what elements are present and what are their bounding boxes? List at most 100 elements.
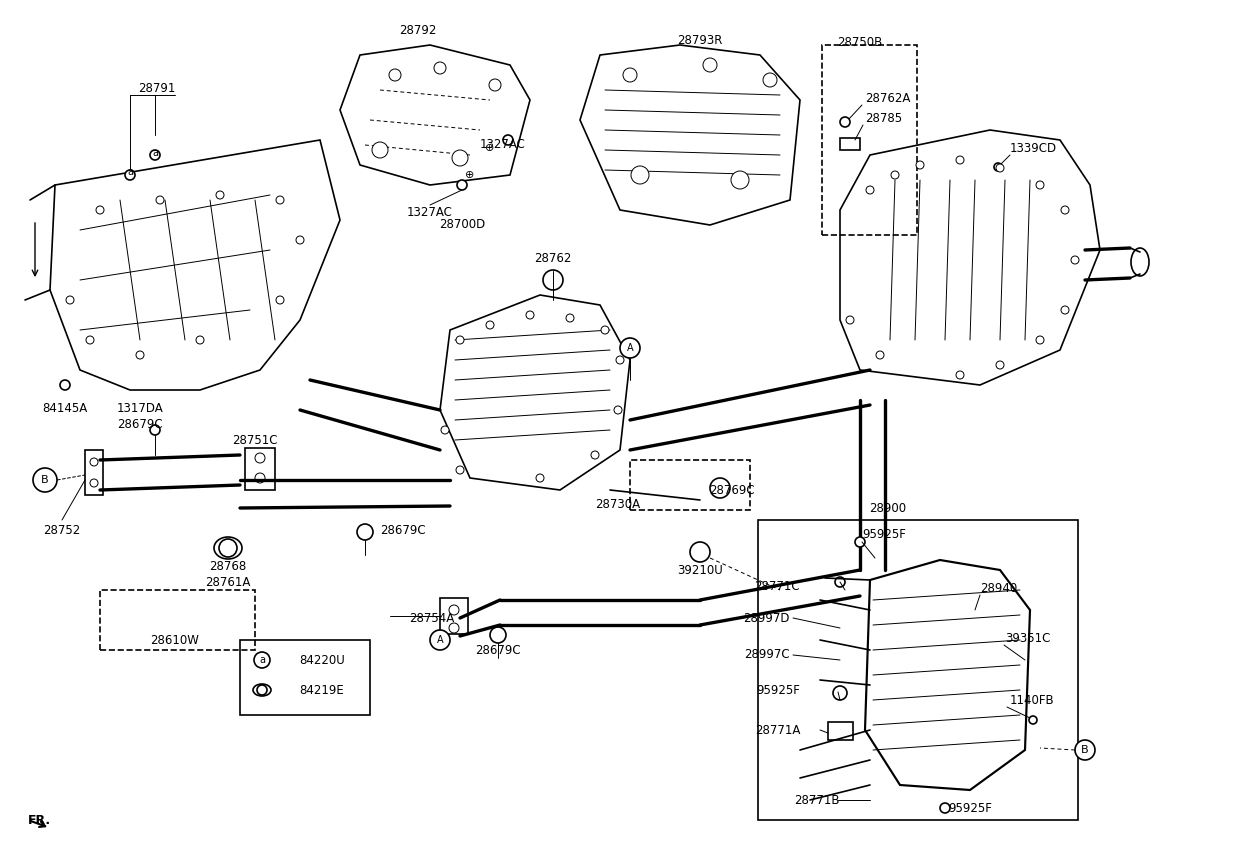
Text: 28997D: 28997D bbox=[744, 611, 790, 624]
Bar bbox=[828, 722, 853, 740]
Circle shape bbox=[601, 326, 609, 334]
Text: 28679C: 28679C bbox=[118, 419, 162, 432]
Text: 28791: 28791 bbox=[139, 81, 176, 94]
Bar bbox=[241, 640, 370, 715]
Circle shape bbox=[763, 73, 777, 87]
Text: ⊕: ⊕ bbox=[465, 170, 475, 180]
Bar bbox=[86, 450, 103, 495]
Circle shape bbox=[449, 605, 459, 615]
Circle shape bbox=[277, 296, 284, 304]
Circle shape bbox=[449, 623, 459, 633]
Circle shape bbox=[1029, 716, 1037, 724]
Circle shape bbox=[996, 164, 1004, 172]
Circle shape bbox=[150, 150, 160, 160]
Circle shape bbox=[875, 351, 884, 359]
Bar bbox=[246, 448, 275, 490]
Circle shape bbox=[620, 338, 640, 358]
Text: 1317DA: 1317DA bbox=[117, 401, 164, 415]
Bar bbox=[822, 45, 918, 235]
Circle shape bbox=[526, 311, 534, 319]
Text: 1327AC: 1327AC bbox=[480, 138, 526, 152]
Circle shape bbox=[591, 451, 599, 459]
Circle shape bbox=[732, 171, 749, 189]
Bar bbox=[839, 138, 861, 150]
Circle shape bbox=[614, 406, 622, 414]
Text: a: a bbox=[259, 655, 265, 665]
Text: 28768: 28768 bbox=[210, 560, 247, 572]
Circle shape bbox=[1035, 181, 1044, 189]
Circle shape bbox=[136, 351, 144, 359]
Circle shape bbox=[296, 236, 304, 244]
Text: 28730A: 28730A bbox=[595, 499, 641, 511]
Text: 95925F: 95925F bbox=[949, 801, 992, 814]
Circle shape bbox=[866, 186, 874, 194]
Circle shape bbox=[1071, 256, 1079, 264]
Circle shape bbox=[86, 336, 94, 344]
Circle shape bbox=[489, 79, 501, 91]
Text: 95925F: 95925F bbox=[756, 683, 800, 696]
Circle shape bbox=[703, 58, 717, 72]
Circle shape bbox=[257, 685, 267, 695]
Text: 28792: 28792 bbox=[399, 24, 436, 36]
Text: 28750B: 28750B bbox=[837, 36, 883, 49]
Text: 28610W: 28610W bbox=[150, 633, 200, 646]
Text: 28762: 28762 bbox=[534, 252, 572, 265]
Circle shape bbox=[622, 68, 637, 82]
Text: 39210U: 39210U bbox=[677, 564, 723, 577]
Circle shape bbox=[940, 803, 950, 813]
Text: B: B bbox=[1081, 745, 1089, 755]
Circle shape bbox=[543, 270, 563, 290]
Circle shape bbox=[434, 62, 446, 74]
Text: 84145A: 84145A bbox=[42, 401, 88, 415]
Circle shape bbox=[156, 196, 164, 204]
Circle shape bbox=[254, 652, 270, 668]
Circle shape bbox=[486, 321, 494, 329]
Circle shape bbox=[689, 542, 711, 562]
Circle shape bbox=[372, 142, 388, 158]
Text: 28700D: 28700D bbox=[439, 219, 485, 232]
Circle shape bbox=[255, 453, 265, 463]
Circle shape bbox=[1035, 336, 1044, 344]
Text: 28771C: 28771C bbox=[754, 579, 800, 593]
Circle shape bbox=[1061, 206, 1069, 214]
Bar bbox=[440, 598, 467, 634]
Text: 84220U: 84220U bbox=[299, 654, 345, 667]
Circle shape bbox=[125, 170, 135, 180]
Text: 28762A: 28762A bbox=[866, 92, 910, 104]
Text: 28761A: 28761A bbox=[206, 576, 250, 589]
Circle shape bbox=[711, 478, 730, 498]
Circle shape bbox=[490, 627, 506, 643]
Circle shape bbox=[916, 161, 924, 169]
Circle shape bbox=[616, 356, 624, 364]
Bar bbox=[630, 460, 750, 510]
Circle shape bbox=[631, 166, 649, 184]
Circle shape bbox=[458, 180, 467, 190]
Text: B: B bbox=[41, 475, 48, 485]
Text: 28769C: 28769C bbox=[709, 483, 755, 496]
Circle shape bbox=[430, 630, 450, 650]
Circle shape bbox=[1061, 306, 1069, 314]
Circle shape bbox=[565, 314, 574, 322]
Circle shape bbox=[277, 196, 284, 204]
Text: 1327AC: 1327AC bbox=[407, 207, 453, 220]
Circle shape bbox=[503, 135, 513, 145]
Circle shape bbox=[956, 371, 963, 379]
Text: 28751C: 28751C bbox=[232, 433, 278, 447]
Text: 84219E: 84219E bbox=[300, 683, 345, 696]
Text: 1339CD: 1339CD bbox=[1011, 142, 1058, 154]
Text: A: A bbox=[436, 635, 444, 645]
Text: ⊕: ⊕ bbox=[485, 143, 495, 153]
Circle shape bbox=[453, 150, 467, 166]
Text: 28900: 28900 bbox=[869, 501, 906, 515]
Circle shape bbox=[892, 171, 899, 179]
Circle shape bbox=[833, 686, 847, 700]
Circle shape bbox=[996, 361, 1004, 369]
Text: a: a bbox=[153, 148, 157, 158]
Circle shape bbox=[856, 537, 866, 547]
Circle shape bbox=[956, 156, 963, 164]
Circle shape bbox=[389, 69, 401, 81]
Circle shape bbox=[255, 473, 265, 483]
Circle shape bbox=[216, 191, 224, 199]
Text: 28752: 28752 bbox=[43, 523, 81, 537]
Bar bbox=[758, 520, 1078, 820]
